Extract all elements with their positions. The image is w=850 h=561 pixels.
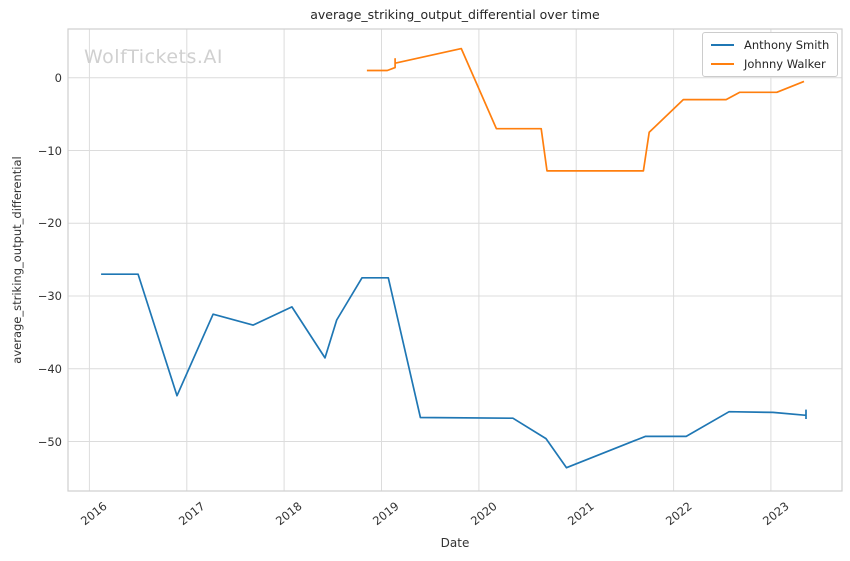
series-line-johnny-walker [366, 47, 805, 172]
series-line-anthony-smith [101, 273, 807, 469]
y-tick-label: −30 [37, 289, 62, 303]
x-axis-label: Date [440, 536, 470, 550]
chart-title: average_striking_output_differential ove… [310, 7, 600, 22]
legend-item-anthony-smith: Anthony Smith [711, 35, 829, 54]
plot-border [67, 28, 843, 492]
legend-label: Johnny Walker [744, 56, 826, 71]
y-axis-label: average_striking_output_differential [10, 156, 24, 364]
legend: Anthony Smith Johnny Walker [702, 32, 839, 77]
watermark: WolfTickets.AI [84, 46, 224, 68]
y-tick-label: −20 [37, 216, 62, 230]
y-tick-label: 0 [54, 71, 62, 85]
legend-item-johnny-walker: Johnny Walker [711, 54, 829, 73]
legend-line-swatch [711, 43, 734, 46]
legend-line-swatch [711, 62, 734, 65]
legend-label: Anthony Smith [744, 37, 830, 52]
y-tick-label: −10 [37, 144, 62, 158]
y-tick-label: −50 [37, 435, 62, 449]
y-tick-label: −40 [37, 362, 62, 376]
